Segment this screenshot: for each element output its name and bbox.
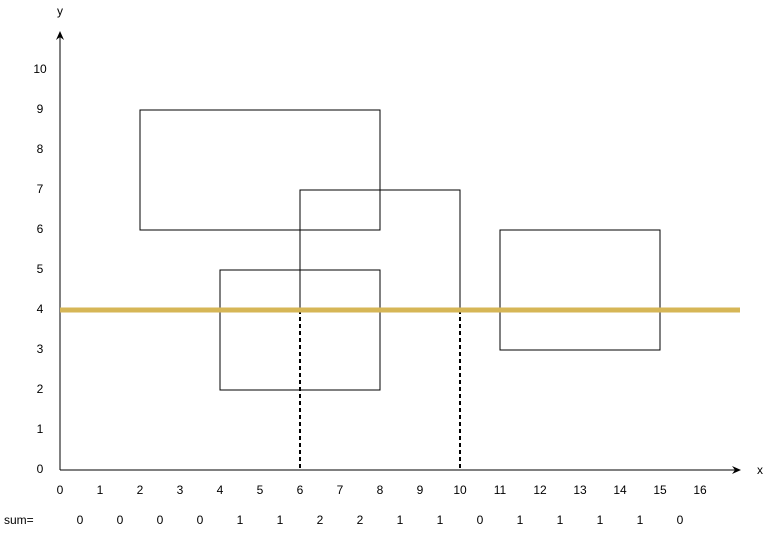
sum-value: 0	[77, 513, 84, 527]
x-tick-label: 9	[417, 483, 424, 497]
x-tick-label: 4	[217, 483, 224, 497]
sum-value: 0	[477, 513, 484, 527]
y-tick-label: 4	[37, 302, 44, 316]
sum-value: 1	[237, 513, 244, 527]
x-tick-label: 14	[613, 483, 627, 497]
sum-value: 2	[317, 513, 324, 527]
sum-value: 1	[517, 513, 524, 527]
y-axis-label: y	[57, 4, 63, 18]
x-axis-label: x	[757, 463, 763, 477]
x-tick-label: 15	[653, 483, 667, 497]
y-tick-label: 8	[37, 142, 44, 156]
sum-value: 1	[597, 513, 604, 527]
sum-value: 1	[557, 513, 564, 527]
y-tick-label: 10	[33, 62, 47, 76]
y-tick-label: 2	[37, 382, 44, 396]
x-tick-label: 6	[297, 483, 304, 497]
sum-value: 1	[637, 513, 644, 527]
sum-value: 0	[157, 513, 164, 527]
y-tick-label: 0	[37, 462, 44, 476]
x-tick-label: 8	[377, 483, 384, 497]
x-tick-label: 0	[57, 483, 64, 497]
sum-value: 0	[677, 513, 684, 527]
y-tick-label: 6	[37, 222, 44, 236]
y-tick-label: 9	[37, 102, 44, 116]
sum-value: 1	[397, 513, 404, 527]
sum-value: 0	[197, 513, 204, 527]
x-tick-label: 2	[137, 483, 144, 497]
y-tick-label: 1	[37, 422, 44, 436]
sum-value: 1	[437, 513, 444, 527]
x-tick-label: 16	[693, 483, 707, 497]
rectangle	[499, 229, 661, 351]
y-tick-label: 7	[37, 182, 44, 196]
y-tick-label: 3	[37, 342, 44, 356]
x-tick-label: 1	[97, 483, 104, 497]
sum-value: 0	[117, 513, 124, 527]
x-tick-label: 11	[494, 483, 507, 497]
rectangle	[299, 189, 461, 310]
rectangle	[139, 109, 381, 231]
x-tick-label: 10	[453, 483, 467, 497]
sum-value: 2	[357, 513, 364, 527]
y-tick-label: 5	[37, 262, 44, 276]
x-tick-label: 7	[337, 483, 344, 497]
x-tick-label: 12	[533, 483, 547, 497]
sum-label: sum=	[4, 513, 34, 527]
x-tick-label: 5	[257, 483, 264, 497]
sum-value: 1	[277, 513, 284, 527]
x-tick-label: 13	[573, 483, 587, 497]
x-tick-label: 3	[177, 483, 184, 497]
